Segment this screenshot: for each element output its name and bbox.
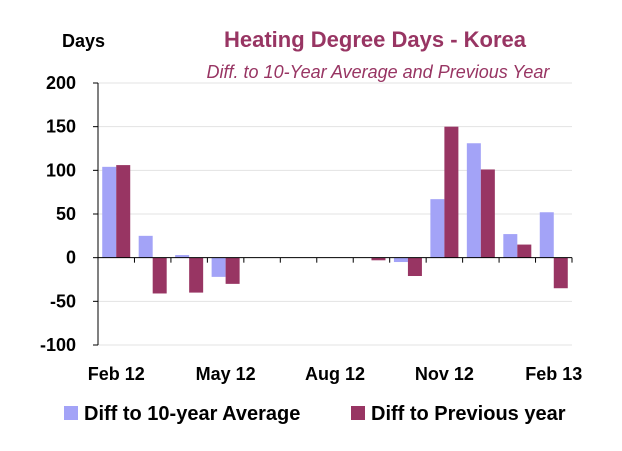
bar-previous-year xyxy=(152,257,167,294)
y-tick-labels: 200 150 100 50 0 -50 -100 xyxy=(40,73,76,355)
gridlines xyxy=(98,82,572,346)
bar-previous-year xyxy=(371,257,386,261)
bar-previous-year xyxy=(517,244,532,258)
bar-10yr-average xyxy=(393,257,408,263)
y-tick-label: 100 xyxy=(46,160,76,180)
bar-10yr-average xyxy=(175,255,190,258)
legend: Diff to 10-year Average Diff to Previous… xyxy=(64,403,566,425)
bars xyxy=(102,126,568,294)
x-tick-label: May 12 xyxy=(196,364,256,384)
y-tick-label: 0 xyxy=(66,248,76,268)
y-tick-label: -100 xyxy=(40,335,76,355)
bar-10yr-average xyxy=(102,166,117,258)
x-tick-label: Feb 13 xyxy=(525,364,582,384)
bar-previous-year xyxy=(480,169,495,258)
y-tick-label: 200 xyxy=(46,73,76,93)
bar-previous-year xyxy=(444,126,459,258)
bar-previous-year xyxy=(189,257,204,293)
axes xyxy=(93,82,573,346)
x-tick-label: Feb 12 xyxy=(88,364,145,384)
legend-swatch-avg xyxy=(64,406,78,420)
bar-10yr-average xyxy=(211,257,226,277)
bar-previous-year xyxy=(553,257,568,289)
y-tick-label: 50 xyxy=(56,204,76,224)
x-tick-label: Aug 12 xyxy=(305,364,365,384)
bar-previous-year xyxy=(407,257,422,277)
legend-swatch-prev xyxy=(351,406,365,420)
y-tick-label: 150 xyxy=(46,117,76,137)
bar-10yr-average xyxy=(430,199,445,258)
bar-10yr-average xyxy=(138,235,153,258)
x-tick-labels: Feb 12 May 12 Aug 12 Nov 12 Feb 13 xyxy=(88,364,583,384)
legend-label-avg: Diff to 10-year Average xyxy=(84,403,300,425)
chart-title: Heating Degree Days - Korea xyxy=(224,27,527,52)
chart-subtitle: Diff. to 10-Year Average and Previous Ye… xyxy=(207,62,551,82)
y-tick-label: -50 xyxy=(50,291,76,311)
bar-previous-year xyxy=(225,257,240,284)
y-axis-label: Days xyxy=(62,31,105,51)
bar-10yr-average xyxy=(503,234,518,258)
bar-10yr-average xyxy=(466,143,481,258)
bar-10yr-average xyxy=(539,212,554,258)
x-tick-label: Nov 12 xyxy=(415,364,474,384)
legend-label-prev: Diff to Previous year xyxy=(371,403,566,425)
bar-previous-year xyxy=(116,165,131,258)
